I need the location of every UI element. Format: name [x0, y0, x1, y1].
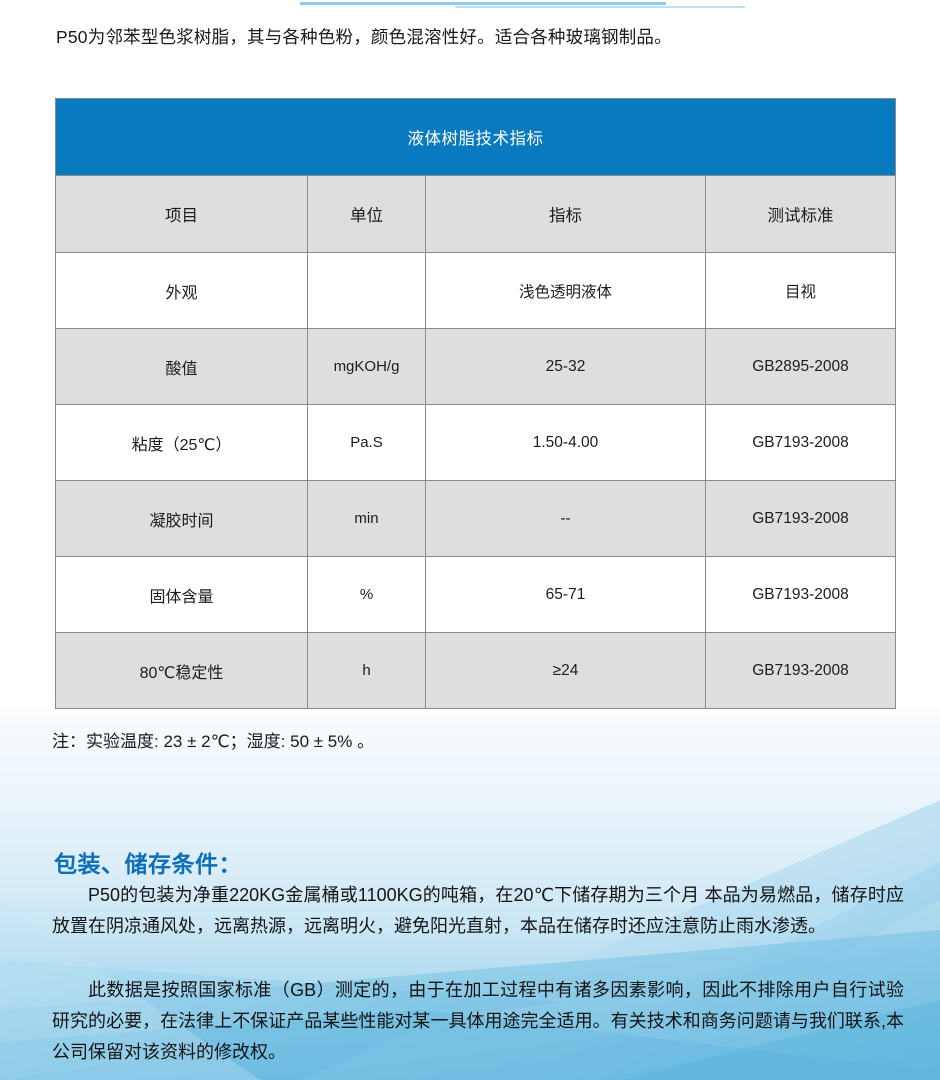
spec-table-container: 液体树脂技术指标 项目 单位 指标 测试标准 外观 浅色透明液体 目视 酸值 — [55, 98, 896, 709]
cell-item: 80℃稳定性 — [55, 632, 308, 709]
cell-value: 浅色透明液体 — [425, 252, 706, 329]
cell-unit: mgKOH/g — [307, 328, 426, 405]
intro-paragraph: P50为邻苯型色浆树脂，其与各种色粉，颜色混溶性好。适合各种玻璃钢制品。 — [56, 27, 672, 47]
packaging-paragraph: P50的包装为净重220KG金属桶或1100KG的吨箱，在20℃下储存期为三个月… — [52, 885, 904, 936]
table-row: 固体含量 % 65-71 GB7193-2008 — [55, 556, 896, 633]
test-condition-note: 注：实验温度: 23 ± 2℃；湿度: 50 ± 5% 。 — [52, 732, 375, 751]
table-header-row: 项目 单位 指标 测试标准 — [55, 175, 896, 253]
column-header-standard: 测试标准 — [705, 175, 896, 253]
table-row: 外观 浅色透明液体 目视 — [55, 252, 896, 329]
column-header-item: 项目 — [55, 175, 308, 253]
table-title: 液体树脂技术指标 — [55, 98, 896, 176]
disclaimer-body: 此数据是按照国家标准（GB）测定的，由于在加工过程中有诸多因素影响，因此不排除用… — [52, 975, 904, 1068]
cell-value: -- — [425, 480, 706, 557]
cell-item: 固体含量 — [55, 556, 308, 633]
cell-unit: h — [307, 632, 426, 709]
cell-value: ≥24 — [425, 632, 706, 709]
liquid-resin-spec-table: 液体树脂技术指标 项目 单位 指标 测试标准 外观 浅色透明液体 目视 酸值 — [55, 98, 896, 709]
column-header-unit: 单位 — [307, 175, 426, 253]
cell-unit: Pa.S — [307, 404, 426, 481]
packaging-storage-heading: 包装、储存条件： — [54, 851, 242, 877]
cell-item: 酸值 — [55, 328, 308, 405]
cell-standard: 目视 — [705, 252, 896, 329]
table-row: 凝胶时间 min -- GB7193-2008 — [55, 480, 896, 557]
cell-standard: GB2895-2008 — [705, 328, 896, 405]
cell-item: 凝胶时间 — [55, 480, 308, 557]
cell-value: 25-32 — [425, 328, 706, 405]
packaging-storage-body: P50的包装为净重220KG金属桶或1100KG的吨箱，在20℃下储存期为三个月… — [52, 880, 904, 942]
cell-unit: % — [307, 556, 426, 633]
cell-item: 外观 — [55, 252, 308, 329]
top-decorative-rule-primary — [300, 2, 666, 5]
table-row: 粘度（25℃） Pa.S 1.50-4.00 GB7193-2008 — [55, 404, 896, 481]
cell-standard: GB7193-2008 — [705, 632, 896, 709]
table-title-row: 液体树脂技术指标 — [55, 98, 896, 176]
cell-standard: GB7193-2008 — [705, 404, 896, 481]
top-decorative-rule-secondary — [455, 6, 745, 8]
disclaimer-paragraph: 此数据是按照国家标准（GB）测定的，由于在加工过程中有诸多因素影响，因此不排除用… — [52, 980, 904, 1062]
cell-unit: min — [307, 480, 426, 557]
cell-unit — [307, 252, 426, 329]
cell-standard: GB7193-2008 — [705, 480, 896, 557]
table-row: 80℃稳定性 h ≥24 GB7193-2008 — [55, 632, 896, 709]
cell-value: 1.50-4.00 — [425, 404, 706, 481]
cell-standard: GB7193-2008 — [705, 556, 896, 633]
column-header-index: 指标 — [425, 175, 706, 253]
table-row: 酸值 mgKOH/g 25-32 GB2895-2008 — [55, 328, 896, 405]
cell-item: 粘度（25℃） — [55, 404, 308, 481]
cell-value: 65-71 — [425, 556, 706, 633]
